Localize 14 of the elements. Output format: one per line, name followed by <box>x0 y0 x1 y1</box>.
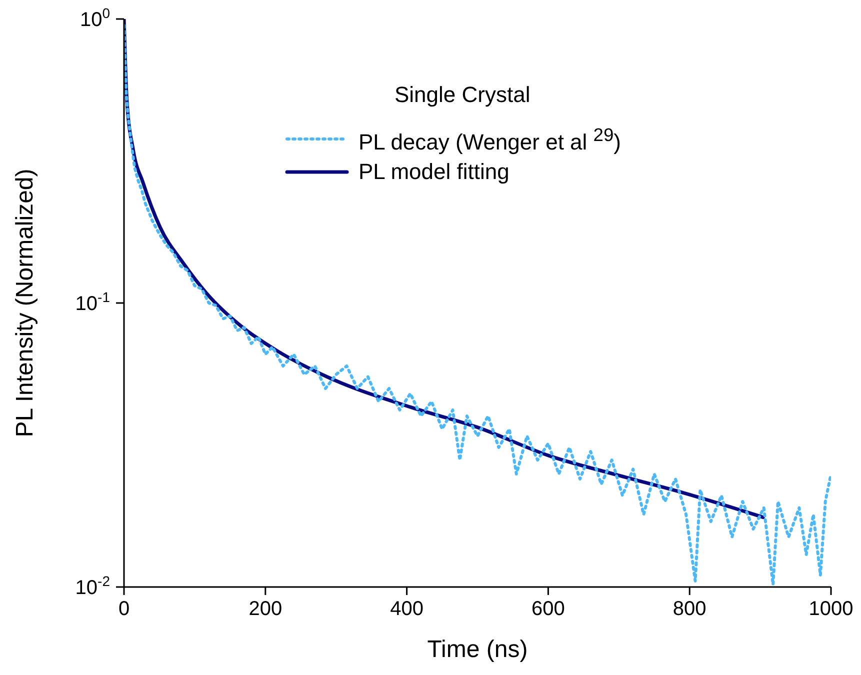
legend-label: PL decay (Wenger et al $^{29}$) <box>358 124 621 154</box>
x-axis-title: Time (ns) <box>427 636 528 663</box>
x-tick-label: 400 <box>390 598 424 620</box>
y-axis-title: PL Intensity (Normalized) <box>12 168 39 438</box>
x-tick-label: 0 <box>118 598 130 620</box>
y-tick-label: 10$^{0}$ <box>80 5 110 31</box>
x-tick-label: 800 <box>672 598 706 620</box>
x-tick-label: 1000 <box>808 598 854 620</box>
x-tick-label: 200 <box>248 598 282 620</box>
legend-label: PL model fitting <box>358 159 510 184</box>
x-tick-label: 600 <box>532 598 565 620</box>
legend-title: Single Crystal <box>393 81 532 109</box>
y-tick-label: 10$^{-2}$ <box>75 573 110 599</box>
y-tick-label: 10$^{-1}$ <box>75 289 110 315</box>
